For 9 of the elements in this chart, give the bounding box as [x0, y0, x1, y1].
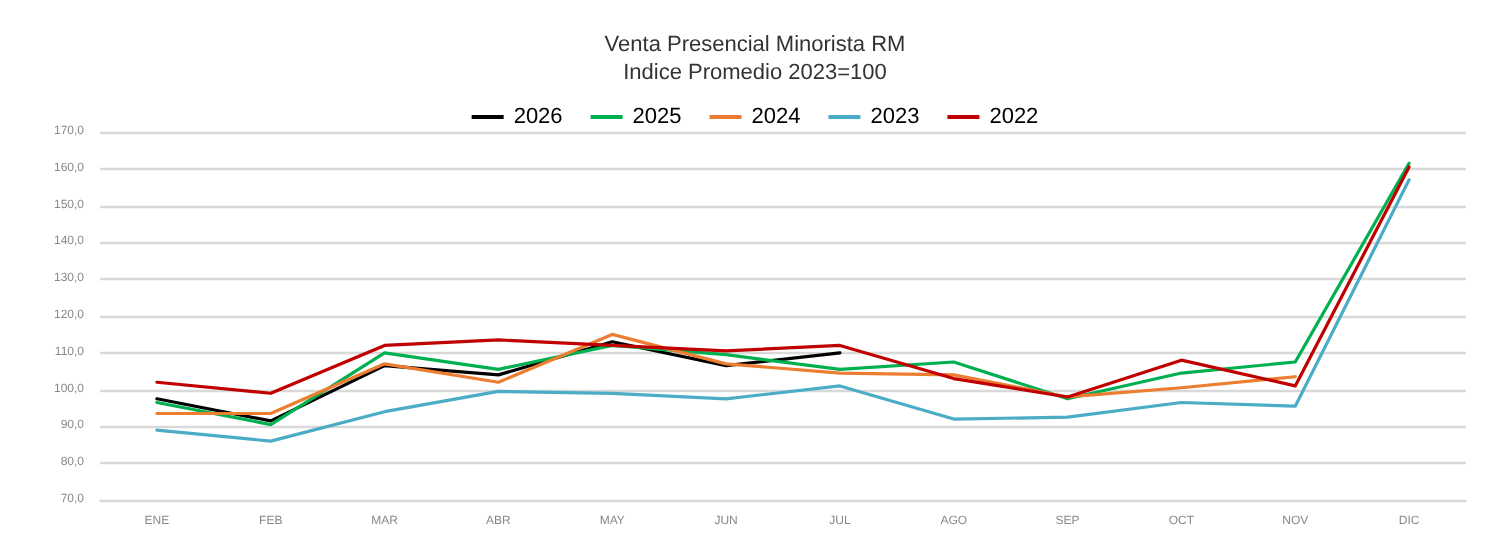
- chart-subtitle: Indice Promedio 2023=100: [623, 61, 887, 85]
- line-series: [155, 340, 842, 423]
- legend-label: 2024: [751, 105, 801, 129]
- legend-label: 2026: [513, 105, 563, 129]
- line-series: [155, 332, 1297, 416]
- legend-label: 2025: [632, 105, 682, 129]
- legend-label: 2022: [989, 105, 1039, 129]
- chart-title: Venta Presencial Minorista RM: [604, 33, 906, 57]
- legend-label: 2023: [870, 105, 920, 129]
